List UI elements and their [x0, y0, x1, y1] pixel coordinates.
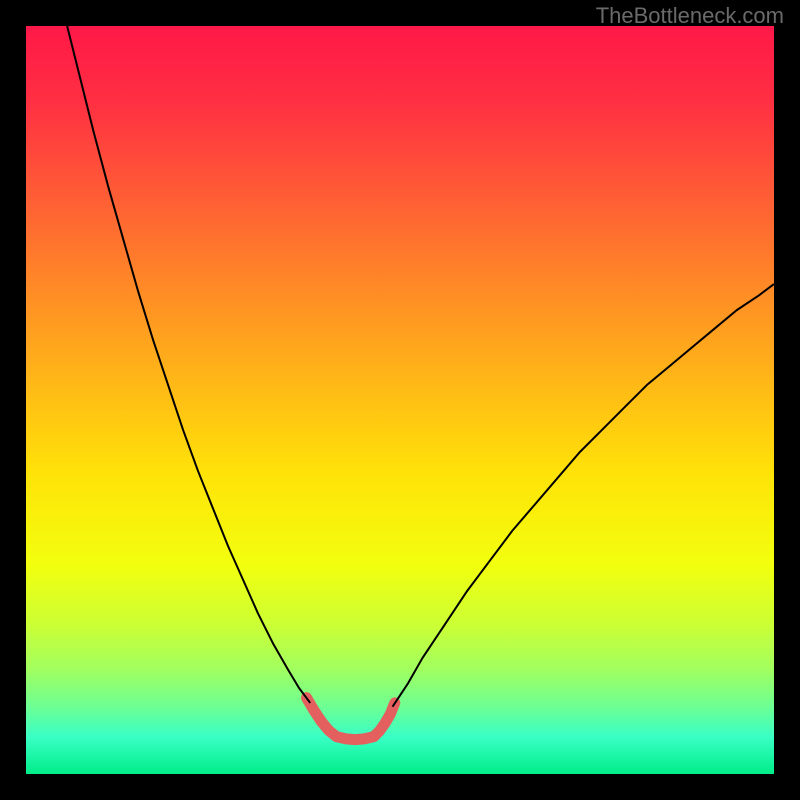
series-bottom_highlight [336, 737, 373, 740]
plot-background [26, 26, 774, 774]
chart-stage: TheBottleneck.com [0, 0, 800, 800]
chart-svg [0, 0, 800, 800]
